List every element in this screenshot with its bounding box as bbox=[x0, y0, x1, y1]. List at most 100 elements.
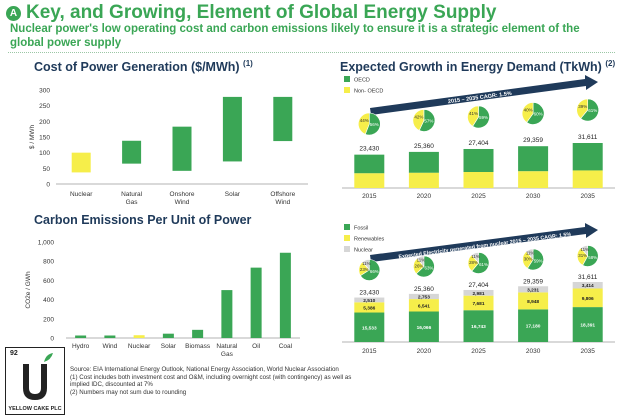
carbon-bar-oil bbox=[250, 267, 262, 338]
y-tick-label: 0 bbox=[50, 336, 54, 343]
mix-total-label: 27,404 bbox=[469, 282, 489, 289]
mix-bar-fossil bbox=[572, 307, 603, 342]
page-subtitle: Nuclear power's low operating cost and c… bbox=[10, 23, 580, 49]
carbon-bar-solar bbox=[162, 333, 174, 338]
y-tick-label: 200 bbox=[43, 316, 54, 323]
legend-swatch-renewables bbox=[344, 235, 350, 241]
x-tick-label: 2015 bbox=[362, 348, 377, 355]
pie-slice-nuclear bbox=[362, 259, 370, 271]
segment-label-nuclear: 3,231 bbox=[527, 287, 539, 293]
mix-bar-fossil bbox=[408, 311, 439, 342]
x-tick-label: Offshore bbox=[270, 191, 295, 198]
segment-label-renewables: 5,386 bbox=[363, 305, 375, 311]
legend-label-renewables: Renewables bbox=[354, 237, 385, 243]
demand-bar-non-oecd bbox=[463, 148, 494, 173]
pie-label-renewables: 23% bbox=[360, 267, 369, 272]
cagr-arrow bbox=[370, 223, 598, 262]
segment-label-fossil: 18,391 bbox=[580, 323, 595, 329]
pie-label-nuclear: 11% bbox=[471, 254, 480, 259]
pie-label-non-oecd: 60% bbox=[534, 112, 543, 117]
source-notes: Source: EIA International Energy Outlook… bbox=[70, 366, 410, 396]
x-tick-label: Natural bbox=[216, 343, 238, 350]
demand-total-label: 27,404 bbox=[469, 140, 489, 147]
pie-label-oecd: 42% bbox=[414, 115, 423, 120]
x-tick-label: Wind bbox=[175, 199, 190, 206]
mix-bar-fossil bbox=[354, 312, 385, 342]
page-title: Key, and Growing, Element of Global Ener… bbox=[26, 2, 497, 23]
demand-total-label: 29,359 bbox=[523, 137, 543, 144]
demand-bar-non-oecd bbox=[572, 143, 603, 171]
x-tick-label: 2025 bbox=[471, 193, 486, 200]
divider bbox=[8, 52, 615, 53]
x-tick-label: 2015 bbox=[362, 193, 377, 200]
x-tick-label: Solar bbox=[225, 191, 241, 198]
pie-label-oecd: 44% bbox=[360, 118, 369, 123]
mix-total-label: 29,359 bbox=[523, 278, 543, 285]
x-tick-label: Wind bbox=[102, 343, 117, 350]
y-tick-label: 50 bbox=[43, 166, 51, 173]
growth-chart-title: Expected Growth in Energy Demand (TkWh) … bbox=[340, 59, 615, 74]
pie-slice-non-oecd bbox=[472, 105, 490, 129]
segment-label-fossil: 16,743 bbox=[471, 324, 486, 330]
x-tick-label: Nuclear bbox=[70, 191, 93, 198]
mix-bar-renewables bbox=[518, 292, 549, 310]
logo-u-mark bbox=[23, 353, 53, 400]
note-line: (2) Numbers may not sum due to rounding bbox=[70, 388, 187, 396]
y-tick-label: 200 bbox=[39, 119, 50, 126]
demand-total-label: 25,360 bbox=[414, 143, 434, 150]
cost-bar-onshore-wind bbox=[172, 126, 192, 171]
demand-bar-non-oecd bbox=[408, 151, 439, 173]
cagr-label: 2015 – 2035 CAGR: 1.5% bbox=[448, 91, 513, 105]
pie-slice-nuclear bbox=[580, 245, 588, 257]
growth-title-ref: (2) bbox=[605, 59, 616, 68]
y-axis-label: CO2e / GWh bbox=[25, 271, 32, 309]
pie-label-oecd: 40% bbox=[524, 108, 533, 113]
pie-slice-fossil bbox=[582, 245, 599, 267]
x-tick-label: 2020 bbox=[417, 193, 432, 200]
x-tick-label: Natural bbox=[121, 191, 143, 198]
pie-slice-oecd bbox=[467, 105, 479, 127]
pie-slice-oecd bbox=[412, 109, 425, 131]
pie-slice-non-oecd bbox=[418, 109, 436, 132]
legend-swatch-nuclear bbox=[344, 246, 350, 252]
segment-label-renewables: 6,541 bbox=[418, 303, 430, 309]
carbon-chart-title: Carbon Emissions Per Unit of Power bbox=[34, 213, 251, 227]
note-line: Source: EIA International Energy Outlook… bbox=[70, 366, 339, 373]
segment-label-nuclear: 3,414 bbox=[582, 283, 594, 289]
pie-label-nuclear: 11% bbox=[417, 258, 426, 263]
pie-slice-nuclear bbox=[416, 255, 425, 268]
x-tick-label: 2030 bbox=[526, 193, 541, 200]
y-tick-label: 100 bbox=[39, 150, 50, 157]
pie-slice-non-oecd bbox=[364, 112, 381, 136]
x-tick-label: Coal bbox=[279, 343, 293, 350]
pie-label-nuclear: 11% bbox=[362, 261, 371, 266]
mix-bar-nuclear bbox=[463, 289, 494, 296]
pie-label-renewables: 28% bbox=[469, 260, 478, 265]
pie-label-nuclear: 11% bbox=[526, 251, 535, 256]
note-line: (1) Cost includes both investment cost a… bbox=[70, 373, 352, 381]
carbon-bar-hydro bbox=[75, 335, 87, 338]
carbon-bar-wind bbox=[104, 335, 116, 338]
mix-bar-nuclear bbox=[572, 282, 603, 289]
legend-label-non-oecd: Non- OECD bbox=[354, 89, 383, 95]
demand-bar-non-oecd bbox=[354, 154, 385, 174]
x-tick-label: 2035 bbox=[580, 193, 595, 200]
x-tick-label: 2025 bbox=[471, 348, 486, 355]
segment-label-renewables: 8,948 bbox=[527, 299, 539, 305]
segment-label-fossil: 17,180 bbox=[526, 324, 541, 330]
y-axis-label: $ / MWh bbox=[29, 125, 36, 150]
mix-total-label: 31,611 bbox=[578, 274, 598, 281]
pie-slice-oecd bbox=[358, 112, 370, 135]
growth-title-text: Expected Growth in Energy Demand (TkWh) bbox=[340, 60, 602, 75]
segment-label-renewables: 9,806 bbox=[582, 296, 594, 302]
x-tick-label: Solar bbox=[161, 343, 177, 350]
y-tick-label: 1,000 bbox=[38, 240, 55, 247]
pie-slice-non-oecd bbox=[580, 98, 599, 122]
x-tick-label: Nuclear bbox=[128, 343, 151, 350]
carbon-bar-biomass bbox=[192, 329, 204, 338]
x-tick-label: Gas bbox=[126, 199, 139, 206]
mix-total-label: 23,430 bbox=[359, 290, 379, 297]
x-tick-label: Wind bbox=[275, 199, 290, 206]
cost-bar-nuclear bbox=[71, 152, 91, 173]
carbon-bar-natural-gas bbox=[221, 290, 233, 338]
